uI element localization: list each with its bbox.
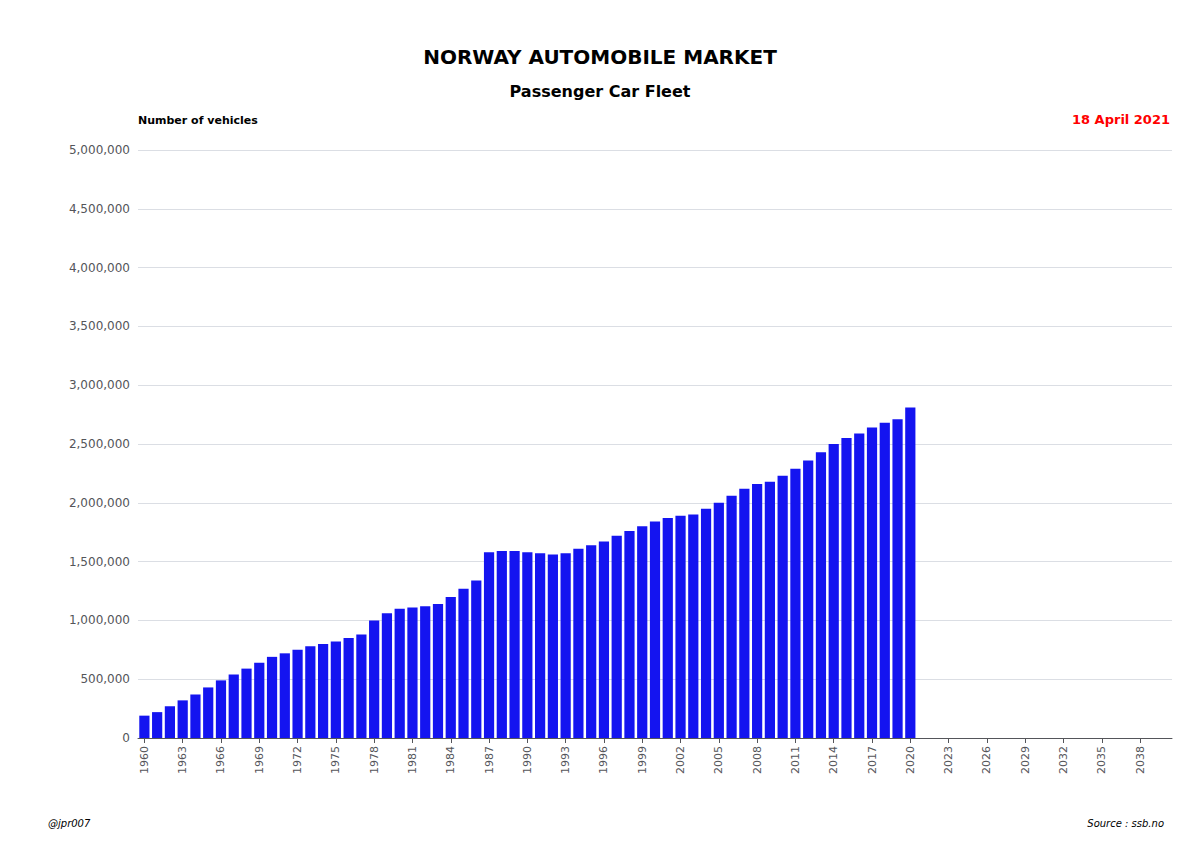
svg-text:1975: 1975 (329, 746, 342, 774)
svg-text:1,500,000: 1,500,000 (69, 555, 130, 569)
svg-text:1990: 1990 (521, 746, 534, 774)
svg-text:2026: 2026 (980, 746, 993, 774)
svg-text:1966: 1966 (214, 746, 227, 774)
svg-text:2017: 2017 (866, 746, 879, 774)
svg-text:2032: 2032 (1057, 746, 1070, 774)
svg-text:1984: 1984 (444, 746, 457, 774)
svg-text:18 April 2021: 18 April 2021 (1072, 112, 1170, 127)
svg-text:2002: 2002 (674, 746, 687, 774)
svg-text:1,000,000: 1,000,000 (69, 613, 130, 627)
svg-text:1969: 1969 (253, 746, 266, 774)
svg-text:1987: 1987 (483, 746, 496, 774)
svg-text:3,000,000: 3,000,000 (69, 378, 130, 392)
svg-text:Number of vehicles: Number of vehicles (138, 114, 258, 127)
svg-text:2023: 2023 (942, 746, 955, 774)
svg-text:2008: 2008 (751, 746, 764, 774)
svg-text:1963: 1963 (176, 746, 189, 774)
svg-text:5,000,000: 5,000,000 (69, 143, 130, 157)
svg-text:3,500,000: 3,500,000 (69, 319, 130, 333)
svg-text:1996: 1996 (597, 746, 610, 774)
svg-text:1999: 1999 (636, 746, 649, 774)
svg-text:1993: 1993 (559, 746, 572, 774)
svg-text:2011: 2011 (789, 746, 802, 774)
svg-text:2038: 2038 (1134, 746, 1147, 774)
svg-text:0: 0 (122, 731, 130, 745)
svg-text:2,000,000: 2,000,000 (69, 496, 130, 510)
svg-text:1972: 1972 (291, 746, 304, 774)
svg-text:1981: 1981 (406, 746, 419, 774)
svg-text:NORWAY AUTOMOBILE MARKET: NORWAY AUTOMOBILE MARKET (423, 45, 777, 69)
svg-text:2005: 2005 (712, 746, 725, 774)
svg-text:2020: 2020 (904, 746, 917, 774)
svg-text:Source : ssb.no: Source : ssb.no (1087, 818, 1164, 829)
svg-text:2029: 2029 (1019, 746, 1032, 774)
svg-text:2035: 2035 (1095, 746, 1108, 774)
svg-text:2014: 2014 (827, 746, 840, 774)
svg-text:4,500,000: 4,500,000 (69, 202, 130, 216)
svg-text:2,500,000: 2,500,000 (69, 437, 130, 451)
svg-text:1978: 1978 (368, 746, 381, 774)
svg-text:4,000,000: 4,000,000 (69, 261, 130, 275)
svg-text:500,000: 500,000 (80, 672, 130, 686)
svg-text:@jpr007: @jpr007 (48, 818, 91, 829)
svg-text:Passenger Car Fleet: Passenger Car Fleet (510, 82, 691, 101)
svg-text:1960: 1960 (138, 746, 151, 774)
